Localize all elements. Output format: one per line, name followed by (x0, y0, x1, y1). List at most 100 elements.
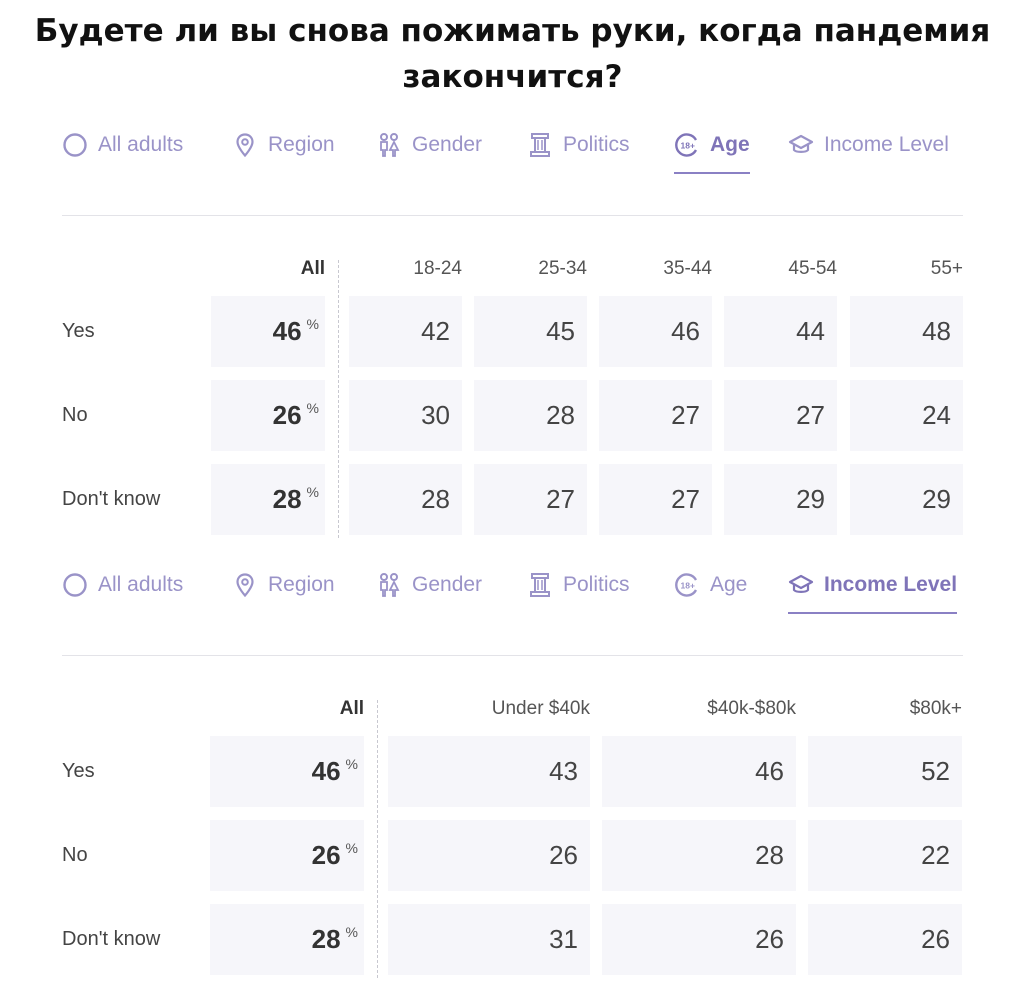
all-column-separator (377, 700, 378, 978)
value-cell: 42 (349, 296, 462, 367)
tab-label: Region (268, 133, 335, 156)
value-cell: 29 (850, 464, 963, 535)
all-value: 46 (311, 756, 341, 786)
value-cell: 30 (349, 380, 462, 451)
tab-age[interactable]: 18+ Age (674, 130, 750, 174)
value-cell: 44 (724, 296, 837, 367)
value-cell: 52 (808, 736, 962, 807)
all-value-cell: 28% (210, 904, 364, 975)
value-cell: 48 (850, 296, 963, 367)
graduation-cap-icon (788, 132, 814, 158)
age-18-plus-icon: 18+ (674, 132, 700, 158)
value-cell: 28 (474, 380, 587, 451)
svg-text:18+: 18+ (681, 581, 695, 591)
row-label: No (62, 404, 88, 426)
value-cell: 26 (808, 904, 962, 975)
percent-sign: % (345, 839, 358, 856)
all-value: 46 (272, 316, 302, 346)
all-value: 28 (311, 924, 341, 954)
all-value: 26 (272, 400, 302, 430)
income-panel: All adults Region Gender Politics 18+ Age Inco… (0, 570, 1025, 990)
column-header: $40k-$80k (707, 698, 796, 719)
all-value: 28 (272, 484, 302, 514)
row-label: Yes (62, 320, 95, 342)
value-cell: 27 (724, 380, 837, 451)
page-title: Будете ли вы снова пожимать руки, когда … (0, 8, 1025, 100)
value-cell: 46 (602, 736, 796, 807)
value-cell: 28 (602, 820, 796, 891)
value-cell: 45 (474, 296, 587, 367)
value-cell: 43 (388, 736, 590, 807)
tab-all-adults[interactable]: All adults (62, 570, 183, 600)
column-header: 45-54 (788, 258, 837, 279)
percent-sign: % (306, 315, 319, 332)
percent-sign: % (345, 923, 358, 940)
tabs-divider (62, 655, 963, 656)
column-header-all: All (300, 258, 325, 279)
value-cell: 27 (474, 464, 587, 535)
map-pin-icon (232, 572, 258, 598)
tab-label: Gender (412, 573, 483, 596)
row-label: Don't know (62, 488, 161, 510)
tab-label: Age (710, 573, 748, 596)
all-value-cell: 26% (210, 820, 364, 891)
tab-label: Income Level (824, 573, 958, 596)
people-icon (376, 132, 402, 158)
tab-politics[interactable]: Politics (527, 570, 630, 600)
tab-region[interactable]: Region (232, 570, 335, 600)
circle-icon (62, 572, 88, 598)
tab-income-level[interactable]: Income Level (788, 130, 949, 160)
filter-tabs: All adults Region Gender Politics 18+ Age Inco… (0, 570, 1025, 620)
column-header: 55+ (930, 258, 963, 279)
tab-gender[interactable]: Gender (376, 130, 482, 160)
map-pin-icon (232, 132, 258, 158)
title-line-2: закончится? (402, 59, 623, 95)
column-header: 35-44 (663, 258, 712, 279)
tab-income-level[interactable]: Income Level (788, 570, 958, 614)
row-label: Yes (62, 760, 95, 782)
tab-label: Politics (563, 573, 630, 596)
tab-label: All adults (98, 573, 184, 596)
value-cell: 27 (599, 464, 712, 535)
filter-tabs: All adults Region Gender Politics 18+ Age Inco… (0, 130, 1025, 180)
value-cell: 26 (602, 904, 796, 975)
row-label: No (62, 844, 88, 866)
tab-gender[interactable]: Gender (376, 570, 482, 600)
column-icon (527, 572, 553, 598)
percent-sign: % (345, 755, 358, 772)
column-header: 18-24 (413, 258, 462, 279)
svg-text:18+: 18+ (681, 141, 695, 151)
circle-icon (62, 132, 88, 158)
value-cell: 26 (388, 820, 590, 891)
tab-age[interactable]: 18+ Age (674, 570, 747, 600)
tab-label: All adults (98, 133, 184, 156)
percent-sign: % (306, 483, 319, 500)
value-cell: 27 (599, 380, 712, 451)
title-line-1: Будете ли вы снова пожимать руки, когда … (34, 13, 991, 49)
people-icon (376, 572, 402, 598)
tab-label: Gender (412, 133, 483, 156)
column-header: $80k+ (909, 698, 962, 719)
age-panel: All adults Region Gender Politics 18+ Age Inco… (0, 130, 1025, 550)
all-value-cell: 46% (210, 736, 364, 807)
all-value-cell: 28% (211, 464, 325, 535)
value-cell: 22 (808, 820, 962, 891)
column-icon (527, 132, 553, 158)
value-cell: 29 (724, 464, 837, 535)
age-18-plus-icon: 18+ (674, 572, 700, 598)
row-label: Don't know (62, 928, 161, 950)
value-cell: 46 (599, 296, 712, 367)
percent-sign: % (306, 399, 319, 416)
tab-label: Politics (563, 133, 630, 156)
column-header: 25-34 (538, 258, 587, 279)
tab-region[interactable]: Region (232, 130, 335, 160)
tab-label: Region (268, 573, 335, 596)
tab-politics[interactable]: Politics (527, 130, 630, 160)
all-value: 26 (311, 840, 341, 870)
tabs-divider (62, 215, 963, 216)
all-value-cell: 46% (211, 296, 325, 367)
graduation-cap-icon (788, 572, 814, 598)
tab-all-adults[interactable]: All adults (62, 130, 183, 160)
value-cell: 28 (349, 464, 462, 535)
tab-label: Age (710, 133, 750, 156)
